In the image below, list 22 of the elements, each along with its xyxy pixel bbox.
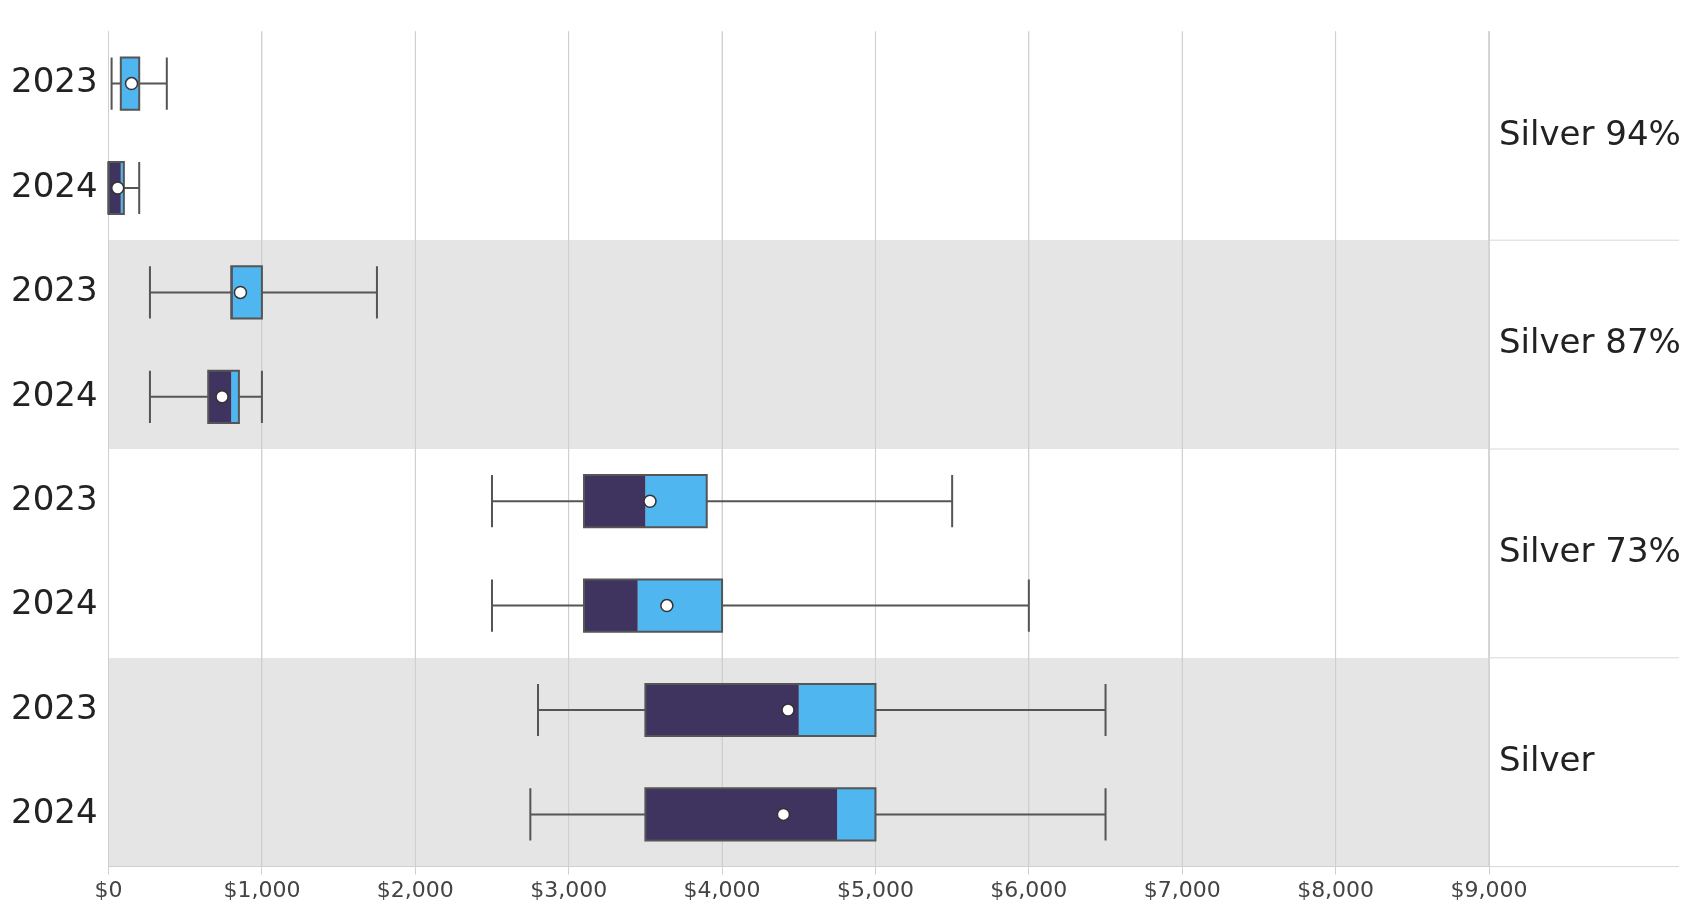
- x-tick-label: $2,000: [376, 876, 454, 902]
- x-tick-label: $8,000: [1297, 876, 1375, 902]
- y-tick-label: 2024: [11, 791, 98, 832]
- y-tick-label: 2024: [11, 164, 98, 205]
- text: Silver 94%: [1499, 112, 1681, 153]
- x-tick-label: $5,000: [836, 876, 914, 902]
- x-tick-label: $4,000: [683, 876, 761, 902]
- y-tick-label: 2023: [11, 60, 98, 101]
- x-tick-label: $9,000: [1450, 876, 1528, 902]
- y-tick-label: 2023: [11, 269, 98, 310]
- text: Silver: [1499, 739, 1595, 780]
- x-tick-label: $6,000: [990, 876, 1068, 902]
- y-tick-label: 2024: [11, 582, 98, 623]
- text: Silver 87%: [1499, 321, 1681, 362]
- y-tick-label: 2023: [11, 686, 98, 727]
- y-tick-label: 2024: [11, 373, 98, 414]
- x-tick-label: $1,000: [223, 876, 301, 902]
- y-tick-label: 2023: [11, 478, 98, 519]
- x-tick-label: $3,000: [530, 876, 608, 902]
- x-tick-label: $7,000: [1143, 876, 1221, 902]
- x-tick-label: $0: [94, 876, 123, 902]
- text: Silver 73%: [1499, 530, 1681, 571]
